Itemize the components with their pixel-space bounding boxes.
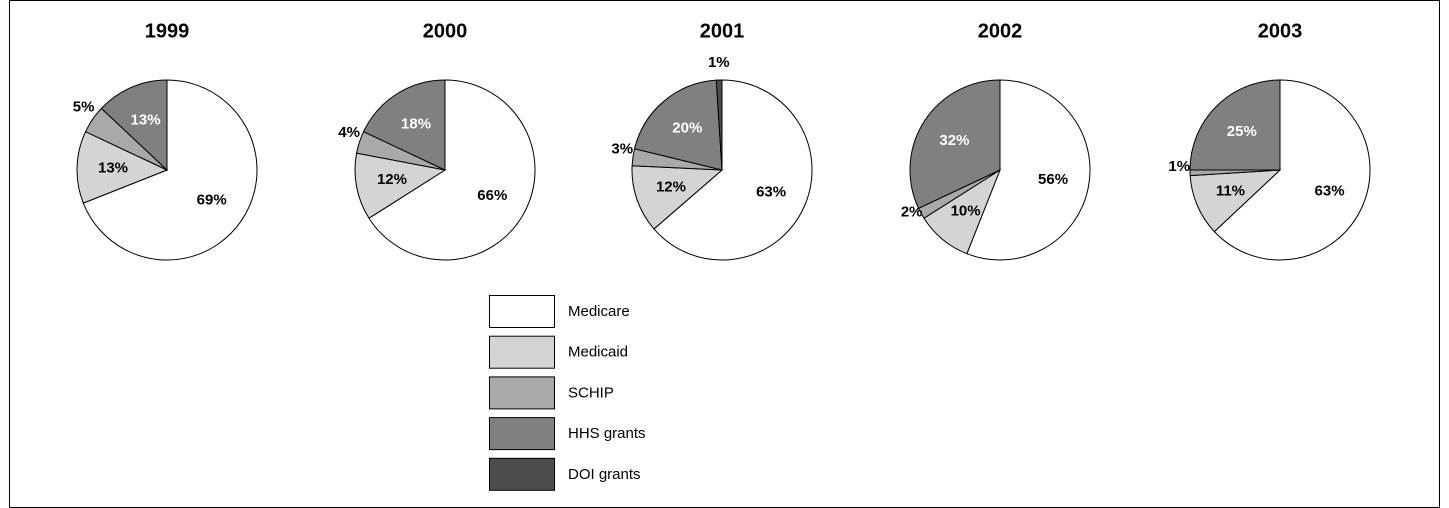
value-label: 13% [98,159,128,176]
pie-slice [1213,79,1371,261]
pie-slice [100,79,168,172]
legend-label: HHS grants [568,425,646,442]
pie-slice [76,131,169,204]
legend-swatch [489,335,555,369]
pie-slice [653,79,813,261]
value-label: 63% [1315,182,1345,199]
legend-label: Medicaid [568,344,628,361]
pie-title: 2000 [423,20,468,42]
pie-title: 2002 [978,20,1023,42]
value-label: 25% [1227,123,1257,140]
legend-swatch [489,295,555,328]
value-label: 10% [951,203,981,220]
legend-swatch [489,457,555,491]
pie-slice [368,79,536,261]
value-label: 69% [197,191,227,208]
pie-title: 2001 [700,20,745,42]
pie-slice [82,79,258,261]
pie-title: 2003 [1258,20,1303,42]
pie-slice [1189,79,1281,171]
value-label: 20% [672,120,702,137]
pie-title: 1999 [145,20,190,42]
value-label: 12% [656,179,686,196]
value-label: 4% [338,124,360,141]
value-label: 11% [1216,182,1245,199]
pie-slice [966,79,1091,261]
value-label: 18% [401,115,431,132]
value-label: 12% [377,171,407,188]
value-label: 63% [756,183,786,200]
pie-slice [909,79,1001,209]
value-label: 56% [1038,171,1068,188]
pie-slice [362,79,446,171]
legend-label: DOI grants [568,466,641,483]
pie-slice [354,152,447,219]
pie-slice [633,79,723,171]
value-label: 13% [131,111,161,128]
legend-swatch [489,376,555,410]
legend-label: SCHIP [568,384,614,401]
value-label: 5% [73,98,95,115]
value-label: 32% [939,132,969,149]
legend-label: Medicare [568,303,630,320]
legend-swatch [489,417,555,451]
value-label: 1% [708,54,730,71]
pie-slice [631,165,724,230]
pie-slice [715,79,723,171]
value-label: 1% [1168,158,1190,175]
value-label: 66% [477,187,507,204]
value-label: 2% [901,204,923,221]
value-label: 3% [611,141,633,158]
